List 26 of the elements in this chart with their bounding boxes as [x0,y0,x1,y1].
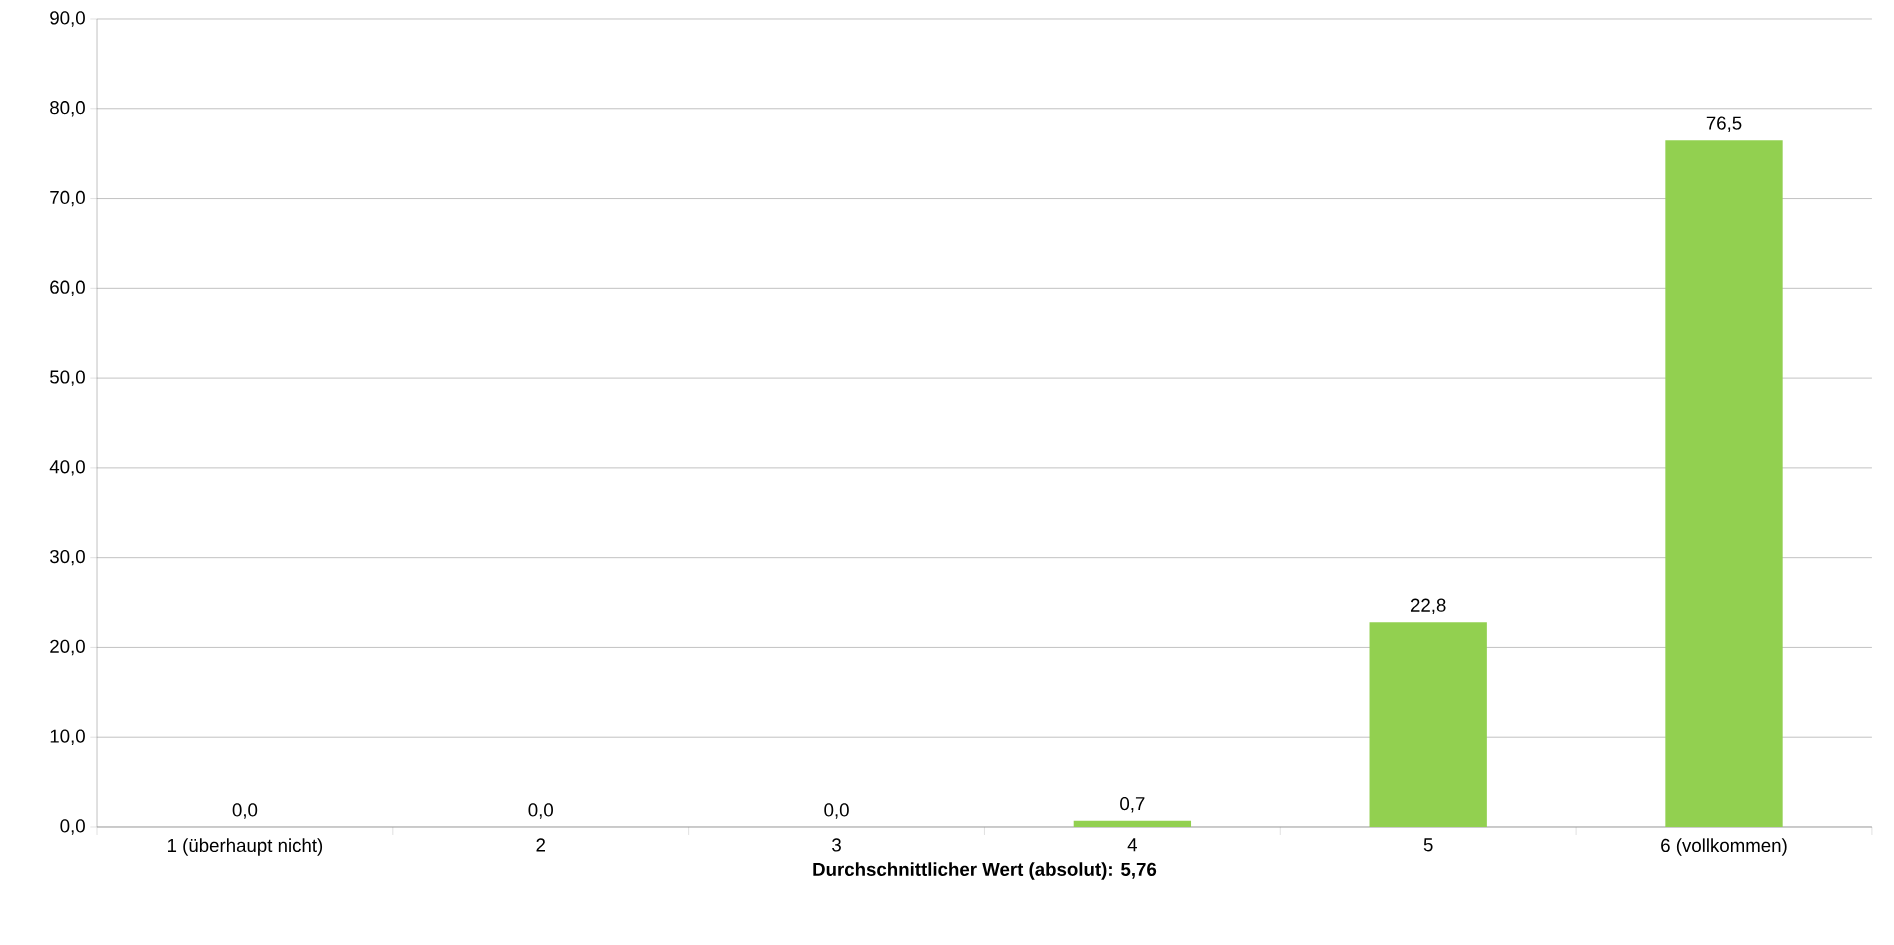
y-tick-label: 10,0 [50,729,85,745]
data-label: 0,0 [824,803,849,819]
y-tick-label: 70,0 [50,190,85,207]
data-label: 76,5 [1706,116,1742,132]
y-tick-label: 90,0 [50,11,85,27]
x-tick-label: 1 (überhaupt nicht) [168,838,323,856]
y-tick-label: 50,0 [50,370,85,386]
x-axis-title: Durchschnittlicher Wert (absolut): 5,76 [813,862,1157,880]
data-label: 0,7 [1120,797,1145,813]
data-label: 0,0 [528,803,553,819]
x-tick-label: 6 (vollkommen) [1661,838,1787,856]
data-label: 22,8 [1410,598,1446,615]
y-tick-label: 60,0 [50,280,85,297]
x-tick-label: 2 [536,838,545,852]
y-tick-label: 30,0 [50,549,85,566]
y-tick-label: 80,0 [50,101,85,117]
y-tick-label: 40,0 [49,460,85,476]
bar [1369,622,1487,827]
y-tick-label: 0,0 [60,819,85,835]
x-tick-label: 5 [1423,838,1433,852]
data-label: 0,0 [232,803,258,819]
x-tick-label: 4 [1127,838,1138,852]
y-tick-label: 20,0 [50,639,85,656]
bar [1073,820,1192,827]
x-tick-label: 3 [832,838,841,852]
bar [1665,140,1783,827]
